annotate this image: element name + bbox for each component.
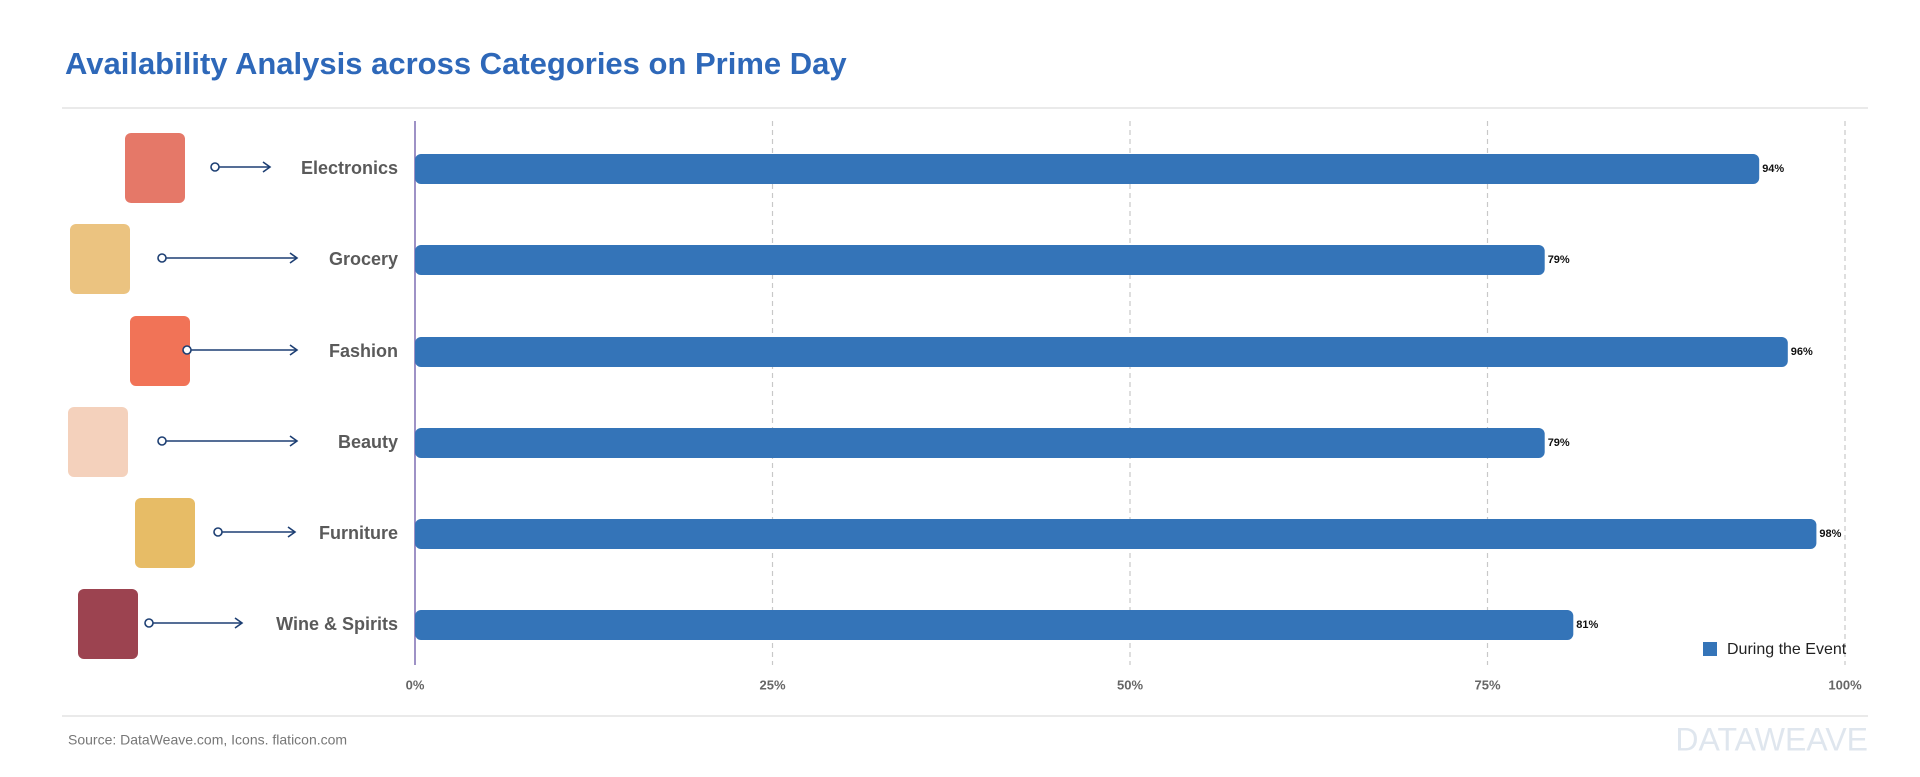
bar xyxy=(415,154,1760,184)
value-label: 79% xyxy=(1548,254,1570,266)
value-label: 94% xyxy=(1762,163,1784,175)
value-label: 96% xyxy=(1791,346,1813,358)
category-label: Electronics xyxy=(301,158,398,178)
legend-label: During the Event xyxy=(1727,641,1847,658)
arrow-head xyxy=(262,161,272,173)
arrow-dot xyxy=(210,162,220,172)
bar xyxy=(415,610,1574,640)
arrow-head xyxy=(289,435,299,447)
value-label: 98% xyxy=(1819,528,1841,540)
source: Source: DataWeave.com, Icons. flaticon.c… xyxy=(68,732,347,748)
arrow-head xyxy=(289,252,299,264)
arrow-dot xyxy=(213,527,223,537)
x-tick-label: 0% xyxy=(406,677,425,692)
category-icon xyxy=(125,133,185,203)
arrow-dot xyxy=(144,618,154,628)
category-icon xyxy=(70,224,130,294)
arrow-dot xyxy=(157,253,167,263)
category-label: Furniture xyxy=(319,523,398,543)
legend-swatch xyxy=(1703,642,1717,656)
bar xyxy=(415,519,1817,549)
arrow-head xyxy=(234,617,244,629)
x-tick-label: 25% xyxy=(759,677,785,692)
arrow-dot xyxy=(182,345,192,355)
watermark: DATAWEAVE xyxy=(1675,721,1868,757)
arrow-dot xyxy=(157,436,167,446)
bar xyxy=(415,428,1545,458)
value-label: 79% xyxy=(1548,437,1570,449)
category-label: Fashion xyxy=(329,341,398,361)
bar xyxy=(415,245,1545,275)
arrow-head xyxy=(289,344,299,356)
arrow-head xyxy=(287,526,297,538)
category-icon xyxy=(68,407,128,477)
x-tick-label: 75% xyxy=(1474,677,1500,692)
x-tick-label: 50% xyxy=(1117,677,1143,692)
category-icon xyxy=(78,589,138,659)
category-label: Beauty xyxy=(338,432,398,452)
category-label: Grocery xyxy=(329,249,398,269)
category-icon xyxy=(135,498,195,568)
x-tick-label: 100% xyxy=(1828,677,1862,692)
category-label: Wine & Spirits xyxy=(276,614,398,634)
value-label: 81% xyxy=(1576,619,1598,631)
category-icon xyxy=(130,316,190,386)
bar xyxy=(415,337,1788,367)
chart-title: Availability Analysis across Categories … xyxy=(65,46,847,81)
